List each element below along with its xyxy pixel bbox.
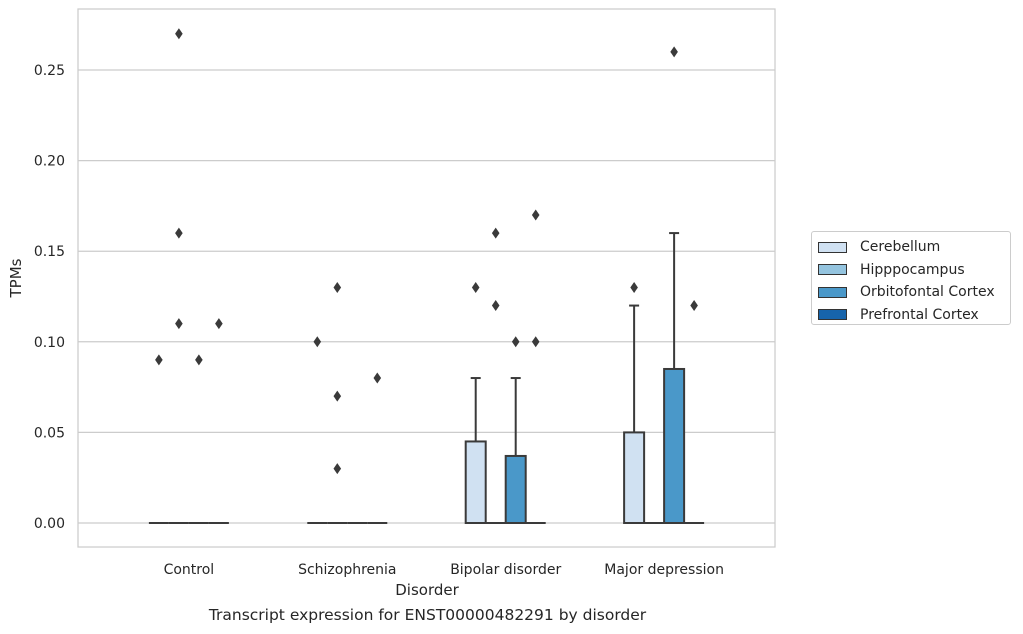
outlier-point [531,336,540,348]
outlier-point [491,227,500,239]
outlier-point [690,300,698,312]
box [168,28,189,524]
legend-label: Prefrontal Cortex [860,306,979,323]
outlier-point [195,354,203,366]
outlier-point [373,372,382,384]
box [623,281,646,524]
x-tick-label: Bipolar disorder [450,562,561,578]
box [684,300,705,524]
legend-swatch [818,264,847,276]
y-tick-label: 0.20 [34,154,65,170]
box-body [464,440,487,524]
legend: Cerebellum Hipppocampus Orbitofontal Corte… [811,231,1011,325]
figure-caption: Transcript expression for ENST0000048229… [208,606,647,624]
outlier-point [333,281,342,293]
legend-item: Hipppocampus [818,259,1010,282]
outlier-point [333,390,342,402]
box [525,209,546,524]
box [188,354,209,524]
y-axis-title: TPMs [7,258,25,298]
box-body [504,454,527,524]
y-tick-labels: 0.00 0.05 0.10 0.15 0.20 0.25 [34,63,65,532]
plot-area [77,8,776,548]
legend-item: Cerebellum [818,236,1010,259]
boxes [148,28,705,525]
legend-swatch [818,241,847,253]
legend-swatch [818,309,847,321]
y-tick-label: 0.15 [34,244,65,260]
outlier-point [491,300,500,312]
outlier-point [175,28,183,40]
outlier-point [630,281,638,293]
legend-item: Orbitofontal Cortex [818,281,1010,304]
outlier-point [670,46,678,58]
box [464,281,487,524]
box [504,336,527,524]
box [208,318,229,524]
outlier-point [531,209,540,221]
x-tick-label: Control [164,562,215,578]
y-tick-label: 0.05 [34,425,65,441]
outlier-point [313,336,322,348]
legend-item: Prefrontal Cortex [818,304,1010,327]
x-tick-labels: Control Schizophrenia Bipolar disorder Majo… [164,562,724,578]
outlier-point [215,318,223,330]
x-tick-label: Major depression [604,562,724,578]
outlier-point [471,281,480,293]
outlier-point [175,318,183,330]
box [485,227,506,524]
y-tick-label: 0.10 [34,335,65,351]
box [327,281,348,524]
outlier-point [175,227,183,239]
box-body [663,367,686,525]
legend-swatch [818,286,847,298]
box [663,46,686,525]
box-body [623,431,646,524]
x-axis-title: Disorder [395,581,459,599]
legend-label: Cerebellum [860,239,941,256]
outlier-point [333,463,342,475]
outlier-point [511,336,520,348]
box [148,354,169,524]
legend-label: Hipppocampus [860,261,965,278]
legend-label: Orbitofontal Cortex [860,284,995,301]
x-tick-label: Schizophrenia [298,562,396,578]
outlier-point [155,354,163,366]
y-tick-label: 0.00 [34,516,65,532]
box [367,372,388,524]
box [307,336,328,524]
y-tick-label: 0.25 [34,63,65,79]
